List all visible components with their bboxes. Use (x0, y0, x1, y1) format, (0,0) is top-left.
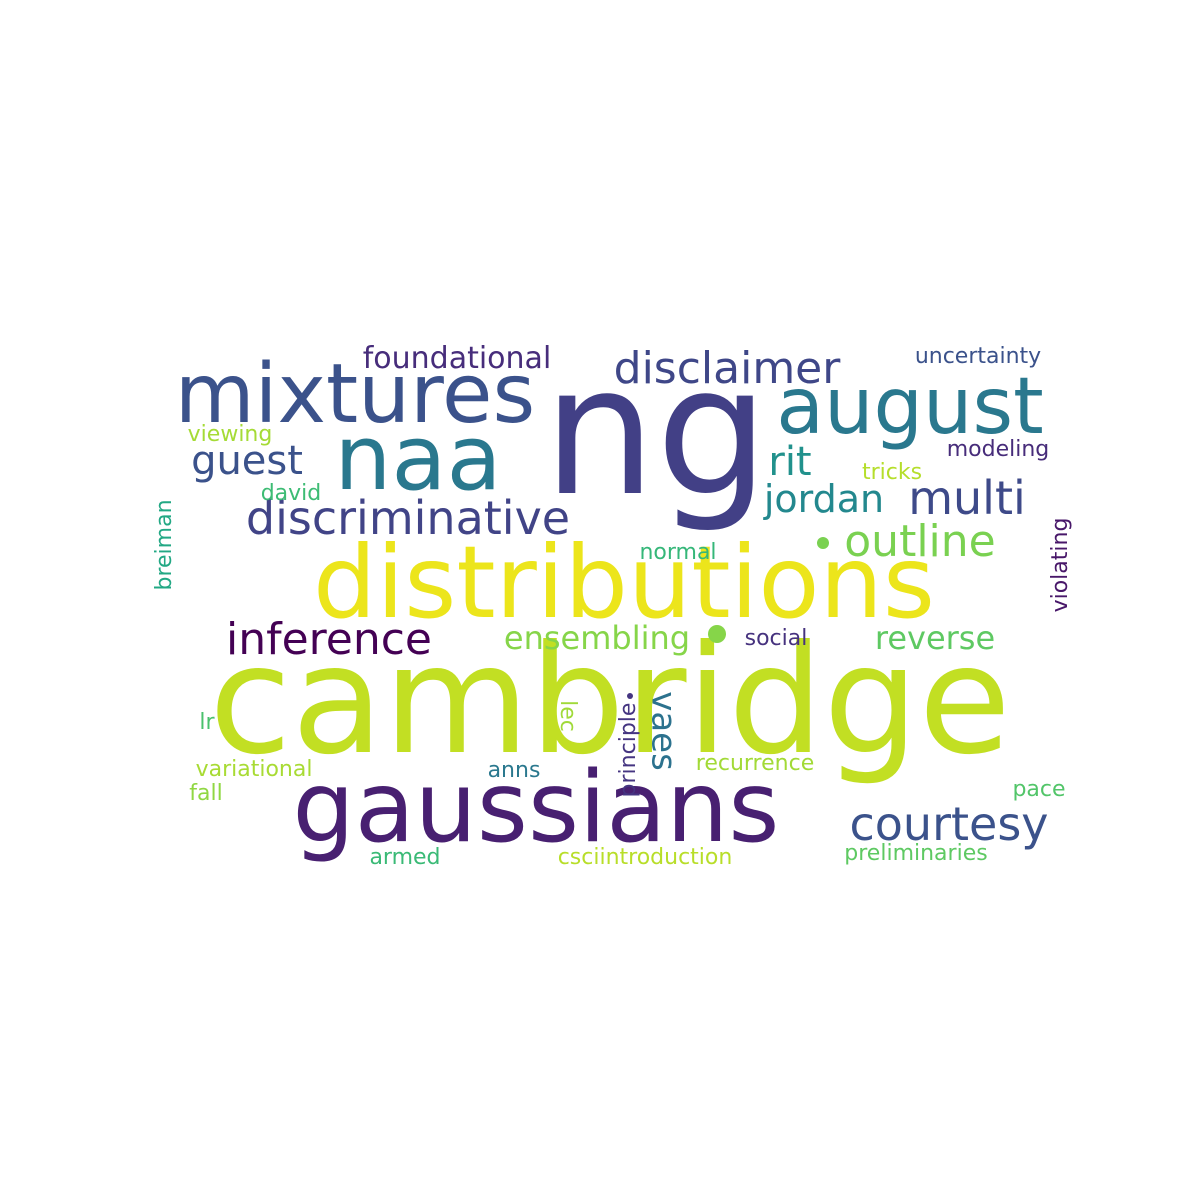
word-david: david (261, 481, 322, 506)
word-gaussians: gaussians (293, 751, 780, 865)
word-pace: pace (1012, 777, 1065, 802)
word-foundational: foundational (363, 341, 552, 376)
word-jordan: jordan (763, 477, 884, 521)
word-multi: multi (908, 471, 1026, 525)
word-guest: guest (191, 438, 303, 484)
word-lr: lr (199, 710, 215, 735)
word-distributions: distributions (313, 524, 935, 641)
word-reverse: reverse (875, 619, 995, 657)
word-inference: inference (226, 614, 432, 665)
dot-mark (817, 537, 829, 549)
word-breiman: breiman (152, 499, 177, 590)
word-ng: ng (543, 328, 769, 535)
word-outline: outline (844, 516, 995, 567)
word-viewing: viewing (188, 422, 273, 447)
word-mixtures: mixtures (175, 347, 535, 442)
dot-mark (627, 693, 633, 699)
word-ensembling: ensembling (504, 619, 690, 657)
word-rit: rit (768, 439, 811, 485)
word-principle: principle (616, 703, 641, 798)
word-lec: lec (555, 700, 580, 732)
word-anns: anns (488, 758, 541, 783)
word-modeling: modeling (947, 437, 1050, 462)
word-fall: fall (189, 781, 222, 806)
word-cambridge: cambridge (209, 614, 1011, 788)
word-courtesy: courtesy (849, 797, 1048, 851)
word-csciintroduction: csciintroduction (558, 845, 733, 870)
word-violating: violating (1048, 518, 1073, 613)
word-uncertainty: uncertainty (915, 344, 1041, 369)
word-social: social (745, 626, 808, 651)
word-recurrence: recurrence (696, 751, 814, 776)
word-discriminative: discriminative (246, 491, 570, 545)
word-variational: variational (196, 757, 313, 782)
word-disclaimer: disclaimer (614, 343, 842, 394)
word-august: august (776, 362, 1043, 452)
word-normal: normal (639, 540, 716, 565)
dot-mark (708, 625, 726, 643)
word-naa: naa (334, 406, 501, 511)
word-preliminaries: preliminaries (844, 841, 987, 866)
word-tricks: tricks (862, 460, 922, 485)
word-armed: armed (369, 845, 440, 870)
word-vaes: vaes (644, 691, 684, 771)
